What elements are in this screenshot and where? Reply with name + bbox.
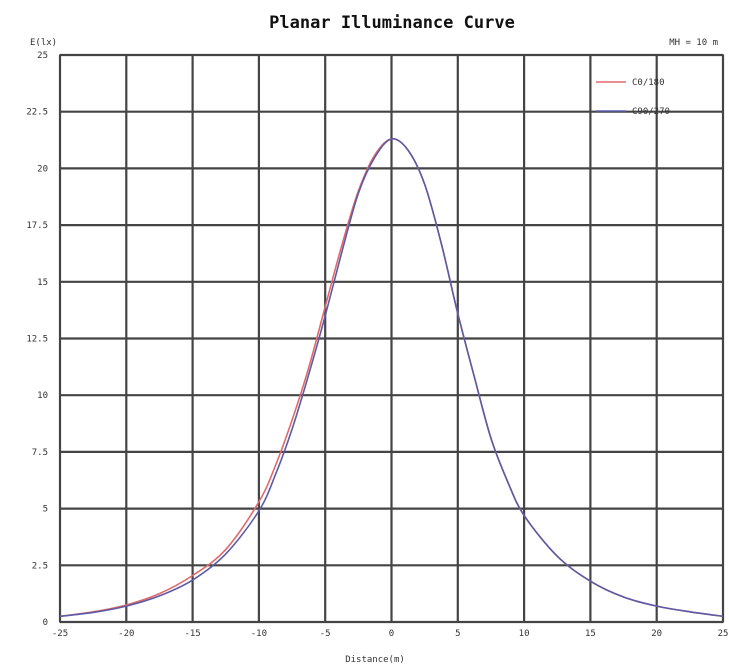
- x-tick-label: 0: [389, 629, 394, 639]
- x-tick-label: 10: [519, 629, 530, 639]
- y-tick-label: 25: [37, 51, 48, 61]
- x-tick-label: -5: [320, 629, 331, 639]
- y-tick-label: 7.5: [32, 448, 48, 458]
- y-tick-label: 17.5: [26, 221, 48, 231]
- x-axis-label: Distance(m): [345, 655, 405, 665]
- y-tick-label: 5: [43, 505, 48, 515]
- mh-annotation: MH = 10 m: [669, 38, 718, 48]
- series-line: [59, 137, 724, 618]
- x-tick-label: -25: [52, 629, 68, 639]
- x-tick-label: -10: [251, 629, 267, 639]
- y-tick-label: 20: [37, 164, 48, 174]
- x-tick-label: 15: [585, 629, 596, 639]
- x-tick-label: 20: [651, 629, 662, 639]
- x-tick-label: -15: [184, 629, 200, 639]
- y-tick-label: 10: [37, 391, 48, 401]
- x-tick-label: 5: [455, 629, 460, 639]
- y-tick-label: 15: [37, 278, 48, 288]
- y-tick-label: 22.5: [26, 108, 48, 118]
- x-tick-label: 25: [718, 629, 729, 639]
- grid: [58, 53, 725, 624]
- x-tick-label: -20: [118, 629, 134, 639]
- y-tick-label: 12.5: [26, 335, 48, 345]
- tick-labels: -25 -20 -15 -10 -5 0 5 10 15 20 25 0 2.5 5 7.5 10 12.5 15…: [26, 51, 728, 639]
- chart-title: Planar Illuminance Curve: [269, 13, 515, 33]
- series-lines: [59, 137, 724, 618]
- legend: C0/180 C90/270: [596, 78, 670, 117]
- legend-label: C90/270: [632, 107, 670, 117]
- legend-label: C0/180: [632, 78, 665, 88]
- y-tick-label: 2.5: [32, 561, 48, 571]
- y-axis-label: E(lx): [30, 38, 57, 48]
- y-tick-label: 0: [43, 618, 48, 628]
